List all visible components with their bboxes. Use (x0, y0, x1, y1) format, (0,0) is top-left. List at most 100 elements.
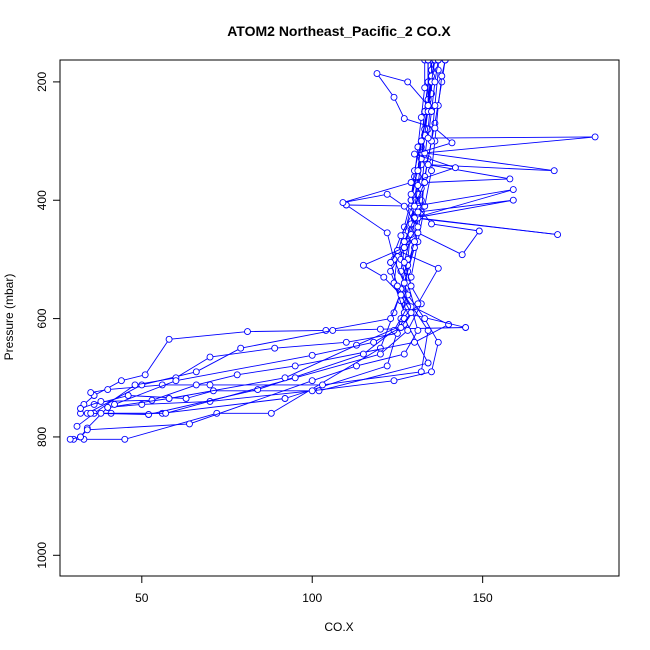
data-point (404, 326, 412, 334)
data-point (165, 335, 173, 343)
data-point (267, 409, 275, 417)
series-7-segment (403, 206, 412, 236)
data-point (186, 420, 193, 428)
series-12-segment (428, 164, 510, 180)
series-13-segment (376, 73, 395, 98)
series-7-segment (274, 341, 347, 349)
series-13-segment (434, 127, 453, 144)
data-point (421, 179, 429, 186)
series-13-segment (410, 167, 456, 183)
series-2-segment (169, 331, 248, 340)
data-point (87, 389, 95, 397)
x-axis: 50 100 150 (135, 575, 493, 605)
data-point (434, 338, 442, 346)
series-8-segment (141, 400, 211, 405)
series-12-segment (356, 324, 405, 346)
data-point (104, 386, 112, 394)
series-2-segment (325, 318, 391, 331)
series-13-segment (383, 276, 402, 296)
data-point (383, 229, 391, 237)
data-point (434, 264, 442, 272)
series-11-segment (295, 353, 381, 379)
data-point (66, 435, 74, 443)
data-point (192, 368, 200, 376)
data-point (434, 60, 442, 64)
data-point (421, 315, 429, 323)
data-point (414, 208, 422, 216)
series-11-segment (420, 111, 429, 142)
series-7-segment (175, 356, 211, 379)
series-1-segment (424, 170, 432, 207)
series-8-segment (209, 390, 313, 402)
data-point (428, 72, 435, 80)
data-point (554, 231, 562, 239)
series-12-segment (427, 111, 432, 139)
data-point (407, 179, 415, 186)
data-point (315, 387, 323, 395)
data-point (414, 326, 422, 334)
series-8-segment (86, 407, 109, 429)
data-point (431, 124, 439, 132)
series-11-segment (417, 217, 558, 236)
series-13-segment (393, 97, 405, 119)
series-12-segment (107, 398, 170, 408)
series-11-segment (414, 199, 514, 219)
data-point (373, 70, 381, 78)
y-tick-label: 800 (35, 427, 49, 447)
data-point (291, 362, 299, 370)
data-point (451, 164, 459, 172)
series-13-segment (403, 205, 419, 228)
data-point (192, 381, 200, 389)
series-9-segment (400, 208, 415, 236)
series-12-segment (424, 178, 510, 183)
data-point (233, 371, 241, 379)
data-point (124, 392, 132, 399)
series-9-segment (189, 380, 313, 425)
data-point (400, 115, 408, 123)
series-11-segment (431, 60, 436, 82)
series-8-segment (312, 380, 395, 392)
data-point (387, 258, 395, 266)
series-9-segment (312, 365, 357, 382)
chart-title: ATOM2 Northeast_Pacific_2 CO.X (227, 23, 451, 39)
data-point (353, 362, 360, 370)
series-10-segment (346, 204, 388, 234)
data-point (400, 350, 408, 358)
series-4-segment (318, 362, 429, 392)
series-12-segment (169, 377, 286, 399)
data-point (281, 395, 289, 402)
data-point (342, 338, 350, 346)
data-point (428, 368, 435, 376)
data-point (506, 175, 514, 183)
series-3-segment (403, 294, 429, 331)
x-tick-label: 100 (302, 591, 322, 605)
data-point (308, 377, 316, 385)
data-point (424, 134, 432, 142)
series-10-segment (417, 232, 463, 256)
data-point (97, 397, 105, 405)
series-13-segment (373, 327, 402, 343)
data-point (182, 395, 190, 402)
data-point (407, 309, 415, 317)
series-13-segment (414, 153, 456, 169)
series-6-segment (141, 371, 197, 386)
data-point (111, 400, 118, 408)
data-point (281, 374, 289, 382)
data-point (400, 202, 408, 210)
data-point (404, 78, 412, 86)
data-point (162, 409, 170, 417)
series-13-segment (363, 247, 405, 266)
data-point (165, 395, 173, 402)
series-5-segment (196, 374, 238, 386)
series-13-segment (403, 226, 419, 248)
data-point (458, 251, 466, 259)
series-13-segment (414, 142, 453, 155)
series-13-segment (342, 193, 388, 204)
series-2-segment (144, 339, 170, 376)
series-6-segment (196, 347, 241, 373)
series-12-segment (284, 344, 357, 379)
data-point (591, 133, 599, 141)
data-point (445, 321, 453, 328)
data-point (339, 199, 347, 207)
